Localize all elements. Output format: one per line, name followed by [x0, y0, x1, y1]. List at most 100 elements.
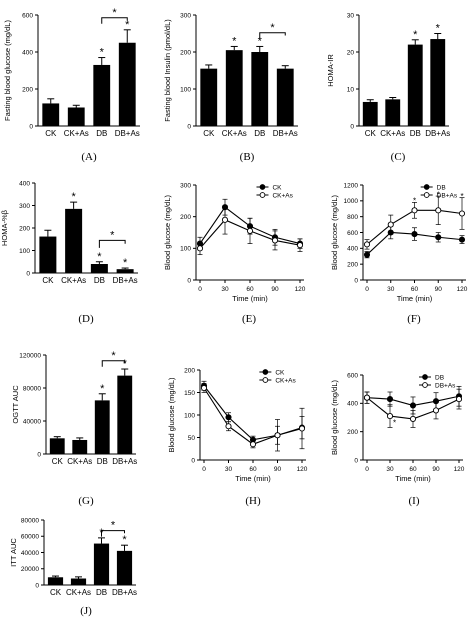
x-tick-label: 30 [386, 466, 394, 473]
x-tick-label: CK+As [66, 588, 91, 597]
y-tick-label: 100 [19, 248, 30, 255]
data-point [363, 251, 371, 258]
x-tick-label: 120 [297, 466, 308, 473]
x-tick-label: DB [96, 588, 107, 597]
panel-label: (E) [242, 313, 256, 325]
data-point [435, 207, 442, 214]
y-tick-label: 200 [22, 86, 33, 93]
y-tick-label: 20 [347, 49, 355, 56]
significance-star: * [100, 383, 105, 395]
x-tick-label: CK [52, 457, 64, 466]
y-axis-label: Blood glucose (mg/dL) [163, 194, 172, 270]
data-point [363, 394, 371, 401]
legend-marker [259, 192, 266, 198]
data-point [411, 207, 418, 214]
y-tick-label: 200 [347, 261, 358, 268]
legend-label: CK+As [272, 192, 293, 199]
data-point [409, 402, 417, 409]
y-tick-label: 0 [187, 123, 191, 130]
y-tick-label: 20000 [21, 566, 39, 573]
chart-panel-b: 0 100 200 300 Fasting blood Insulin (pmol/dL… [163, 12, 298, 163]
y-tick-label: 400 [22, 49, 33, 56]
bar [200, 68, 218, 126]
chart-panel-e: 0 100 200 300 Blood glucose (mg/dL) (E) 0 30 60 9… [163, 182, 306, 325]
x-axis-label: Time (min) [232, 294, 268, 303]
significance-bracket [101, 360, 126, 367]
bar [67, 107, 85, 126]
data-point [455, 396, 463, 403]
x-tick-label: 90 [274, 466, 282, 473]
y-tick-label: 100 [184, 412, 195, 419]
y-tick-label: 0 [37, 451, 41, 458]
y-tick-label: 1200 [344, 182, 359, 189]
x-tick-label: CK [203, 129, 215, 138]
x-axis-label: Time (min) [235, 474, 271, 483]
x-tick-label: 30 [221, 286, 229, 293]
data-point [386, 396, 394, 403]
bar [42, 103, 60, 126]
y-tick-label: 150 [184, 390, 195, 397]
legend-label: CK [272, 184, 282, 191]
bar [94, 400, 110, 454]
legend-marker [423, 192, 430, 198]
significance-star: * [437, 191, 440, 200]
significance-star: * [393, 418, 396, 427]
chart-panel-a: 0 200 400 600 Fasting blood glucose (mg/dL) (… [3, 7, 140, 163]
panel-label: (F) [407, 313, 421, 325]
x-tick-label: 120 [295, 286, 306, 293]
bar [362, 101, 378, 126]
y-axis-label: ITT AUC [9, 538, 18, 567]
data-point [387, 221, 394, 228]
y-tick-label: 100 [180, 246, 191, 253]
x-tick-label: 60 [411, 286, 419, 293]
x-tick-label: 90 [435, 286, 443, 293]
y-tick-label: 0 [26, 270, 30, 277]
x-axis-label: Time (min) [397, 294, 433, 303]
legend-label: DB+As [435, 382, 456, 389]
significance-star: * [100, 47, 105, 59]
chart-panel-j: 0 20000 40000 60000 80000 ITT AUC (J) CK CK+As DB… [9, 517, 137, 617]
panel-label: (H) [245, 495, 261, 507]
y-tick-label: 200 [19, 225, 30, 232]
x-axis-label: Time (min) [395, 474, 431, 483]
panel-label: (D) [78, 313, 94, 325]
chart-panel-g: 0 40000 80000 120000 OGTT AUC (G) CK CK+As DB * DB… [11, 350, 137, 507]
y-tick-label: 80000 [21, 517, 39, 524]
y-tick-label: 0 [354, 277, 358, 284]
bar [430, 39, 446, 126]
data-point [409, 415, 417, 422]
data-point [196, 245, 204, 252]
significance-star: * [258, 35, 263, 47]
bar [385, 99, 401, 126]
y-tick-label: 40000 [21, 550, 39, 557]
y-tick-label: 600 [22, 12, 33, 19]
y-tick-label: 400 [347, 246, 358, 253]
x-tick-label: DB [94, 276, 105, 285]
x-tick-label: CK [50, 588, 62, 597]
chart-panel-d: 0 100 200 300 400 HOMA-%β (D) CK CK+As * DB * DB+As *… [0, 180, 138, 325]
y-tick-label: 0 [35, 582, 39, 589]
data-point [432, 407, 440, 414]
chart-panel-i: 0 200 400 600 Blood glucose (mg/dL) (I) 0 30 60 9… [330, 372, 465, 507]
x-tick-label: 0 [365, 286, 369, 293]
y-axis-label: HOMA-IR [326, 54, 335, 87]
y-tick-label: 200 [184, 367, 195, 374]
legend-marker [259, 184, 266, 190]
y-tick-label: 50 [188, 435, 196, 442]
y-axis-label: Blood glucose (mg/dL) [330, 194, 339, 270]
significance-star: * [122, 534, 127, 546]
data-point [225, 423, 232, 430]
y-tick-label: 1000 [344, 198, 359, 205]
panel-label: (C) [391, 151, 406, 163]
x-tick-label: CK+As [67, 457, 92, 466]
x-tick-label: DB [410, 129, 421, 138]
data-point [411, 231, 418, 238]
bracket-star: * [112, 7, 117, 19]
x-tick-label: CK+As [61, 276, 86, 285]
significance-bracket [98, 239, 126, 248]
legend-label: DB [435, 374, 444, 381]
panel-label: (A) [81, 151, 97, 163]
legend-label: CK+As [275, 377, 296, 384]
